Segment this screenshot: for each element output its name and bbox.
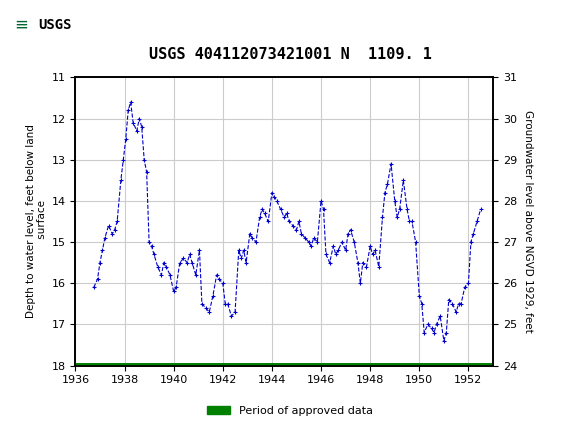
Text: USGS: USGS: [38, 18, 72, 32]
FancyBboxPatch shape: [6, 4, 104, 47]
Text: ≡: ≡: [14, 16, 28, 34]
Y-axis label: Depth to water level, feet below land
 surface: Depth to water level, feet below land su…: [26, 125, 48, 318]
Text: USGS 404112073421001 N  1109. 1: USGS 404112073421001 N 1109. 1: [148, 47, 432, 62]
Legend: Period of approved data: Period of approved data: [203, 401, 377, 420]
Y-axis label: Groundwater level above NGVD 1929, feet: Groundwater level above NGVD 1929, feet: [523, 110, 532, 333]
